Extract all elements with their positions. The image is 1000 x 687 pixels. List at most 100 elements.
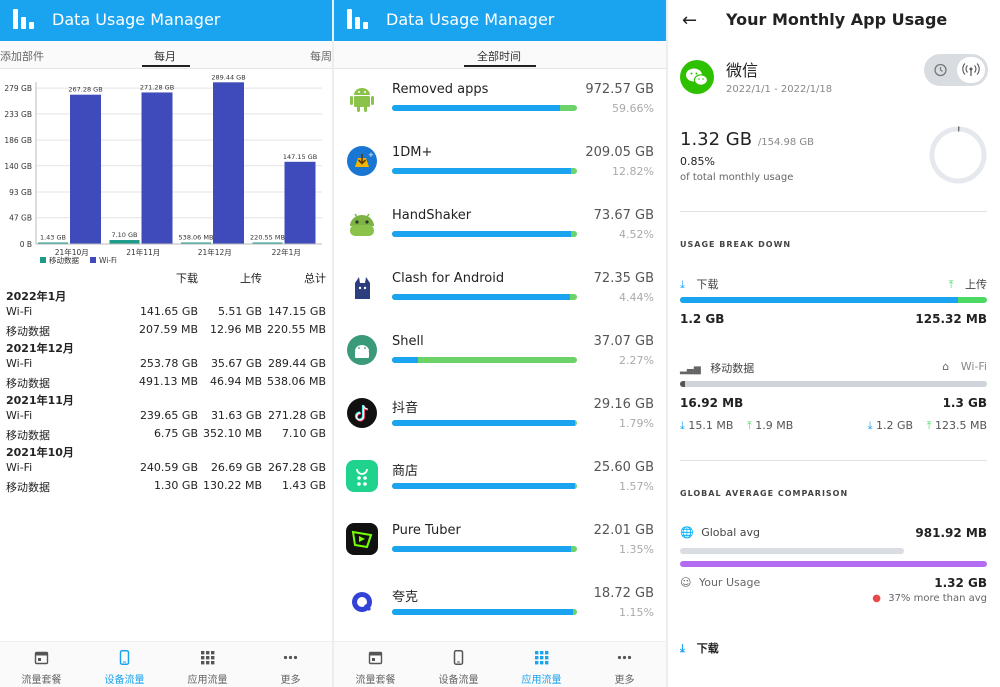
list-item[interactable]: Shell 37.07 GB 2.27% [334,324,666,387]
row-download: 253.78 GB [139,357,198,370]
wifi-detail: ⤓ 1.2 GB ⤒ 123.5 MB [868,419,987,433]
usage-bar [392,105,577,111]
your-value: 1.32 GB [934,576,987,590]
global-value: 981.92 MB [915,526,987,540]
row-total: 1.43 GB [281,478,326,492]
upload-label-row: ⤒ 上传 [949,276,987,292]
dl-bar-fill [680,297,958,303]
bar-wifi-label: 271.28 GB [140,83,174,91]
list-item[interactable]: HandShaker 73.67 GB 4.52% [334,198,666,261]
list-item[interactable]: 抖音 29.16 GB 1.79% [334,387,666,450]
nav-item-more[interactable]: 更多 [583,642,666,687]
row-upload: 130.22 MB [202,478,262,492]
row-download: 1.30 GB [153,478,198,492]
nav-item-calendar[interactable]: 流量套餐 [0,642,83,687]
android-icon [346,82,378,114]
nav-item-calendar[interactable]: 流量套餐 [334,642,417,687]
app-name: 微信 [726,61,759,80]
nav-label: 更多 [614,675,635,686]
nav-label: 应用流量 [521,675,562,686]
nav-item-more[interactable]: 更多 [249,642,332,687]
back-arrow-icon[interactable]: ← [682,10,698,31]
download-fill [392,420,576,426]
mobile-ul: 1.9 MB [755,419,794,432]
app-percent: 4.44% [619,291,654,304]
tab-add-widget[interactable]: 添加部件 [0,50,44,63]
usage-bar [392,609,577,615]
month-heading: 2022年1月 [6,290,67,303]
app-logo-icon [13,9,35,29]
antenna-icon[interactable] [957,57,985,83]
download-fill [392,168,572,174]
bar-mobile-label: 1.43 GB [40,234,66,242]
quark-icon [346,586,378,618]
list-item[interactable]: +1DM+ 209.05 GB 12.82% [334,135,666,198]
download-icon: ⤓ [680,642,685,655]
download-fill [392,546,572,552]
app-name: Pure Tuber [392,523,461,538]
nav-label: 流量套餐 [21,675,62,686]
row-upload: 352.10 MB [202,426,262,440]
mobile-label: 移动数据 [710,362,755,375]
clock-icon[interactable] [927,57,954,83]
row-upload: 12.96 MB [209,322,262,336]
table-row: Wi-Fi 253.78 GB 35.67 GB 289.44 GB [0,357,332,375]
app-name: Shell [392,334,424,349]
download-fill [392,294,570,300]
app-size: 209.05 GB [585,145,654,160]
network-toggle[interactable] [924,54,988,86]
more-icon [283,650,298,665]
app-usage-screen: Data Usage Manager 全部时间 Removed apps 972.… [334,0,666,687]
wifi-ul: 123.5 MB [934,419,987,432]
footer-download-row[interactable]: ⤓ 下载 [680,640,719,656]
app-size: 18.72 GB [593,586,654,601]
nav-item-phone[interactable]: 设备流量 [83,642,166,687]
handshaker-icon [346,208,378,240]
table-row: 移动数据 491.13 MB 46.94 MB 538.06 MB [0,375,332,393]
list-item[interactable]: Pure Tuber 22.01 GB 1.35% [334,513,666,576]
usage-bar [392,168,577,174]
tab-weekly[interactable]: 每周今年 [310,50,332,63]
list-item[interactable]: 商店 25.60 GB 1.57% [334,450,666,513]
divider [680,460,987,461]
row-download: 240.59 GB [139,461,198,474]
nav-item-grid[interactable]: 应用流量 [500,642,583,687]
download-icon: ⤓ [867,419,873,432]
usage-amount: 1.32 GB /154.98 GB [680,129,814,150]
usage-value: 1.32 GB [680,129,753,150]
phone-icon [117,650,132,665]
y-tick-label: 0 B [20,240,32,249]
row-total: 271.28 GB [267,409,326,422]
tab-all-time[interactable]: 全部时间 [477,50,521,63]
y-tick-label: 186 GB [4,136,32,145]
upload-icon: ⤒ [948,278,954,291]
bar-mobile [181,242,211,244]
app-name: Clash for Android [392,271,505,286]
table-row: Wi-Fi 141.65 GB 5.51 GB 147.15 GB [0,305,332,323]
row-label: 移动数据 [6,324,50,338]
mobile-wifi-bar [680,381,987,387]
bar-wifi [70,94,101,244]
row-upload: 35.67 GB [210,357,262,370]
list-item[interactable]: 夸克 18.72 GB 1.15% [334,576,666,639]
nav-item-grid[interactable]: 应用流量 [166,642,249,687]
month-heading: 2021年10月 [6,446,74,459]
download-fill [392,609,574,615]
list-item[interactable]: Clash for Android 72.35 GB 4.44% [334,261,666,324]
nav-item-phone[interactable]: 设备流量 [417,642,500,687]
app-logo-icon [347,9,369,29]
tab-monthly[interactable]: 每月 [154,50,176,63]
row-total: 220.55 MB [266,322,326,336]
phone-icon [451,650,466,665]
app-percent: 1.15% [619,606,654,619]
list-item[interactable]: Removed apps 972.57 GB 59.66% [334,72,666,135]
app-title: Data Usage Manager [52,10,221,29]
download-label: 下载 [696,278,719,291]
comparison-note-row: ● 37% more than avg [872,593,987,604]
row-label: Wi-Fi [6,409,33,422]
app-name: HandShaker [392,208,472,223]
table-row: Wi-Fi 239.65 GB 31.63 GB 271.28 GB [0,409,332,427]
upload-label: 上传 [965,278,987,291]
row-total: 289.44 GB [267,357,326,370]
row-total: 267.28 GB [267,461,326,474]
